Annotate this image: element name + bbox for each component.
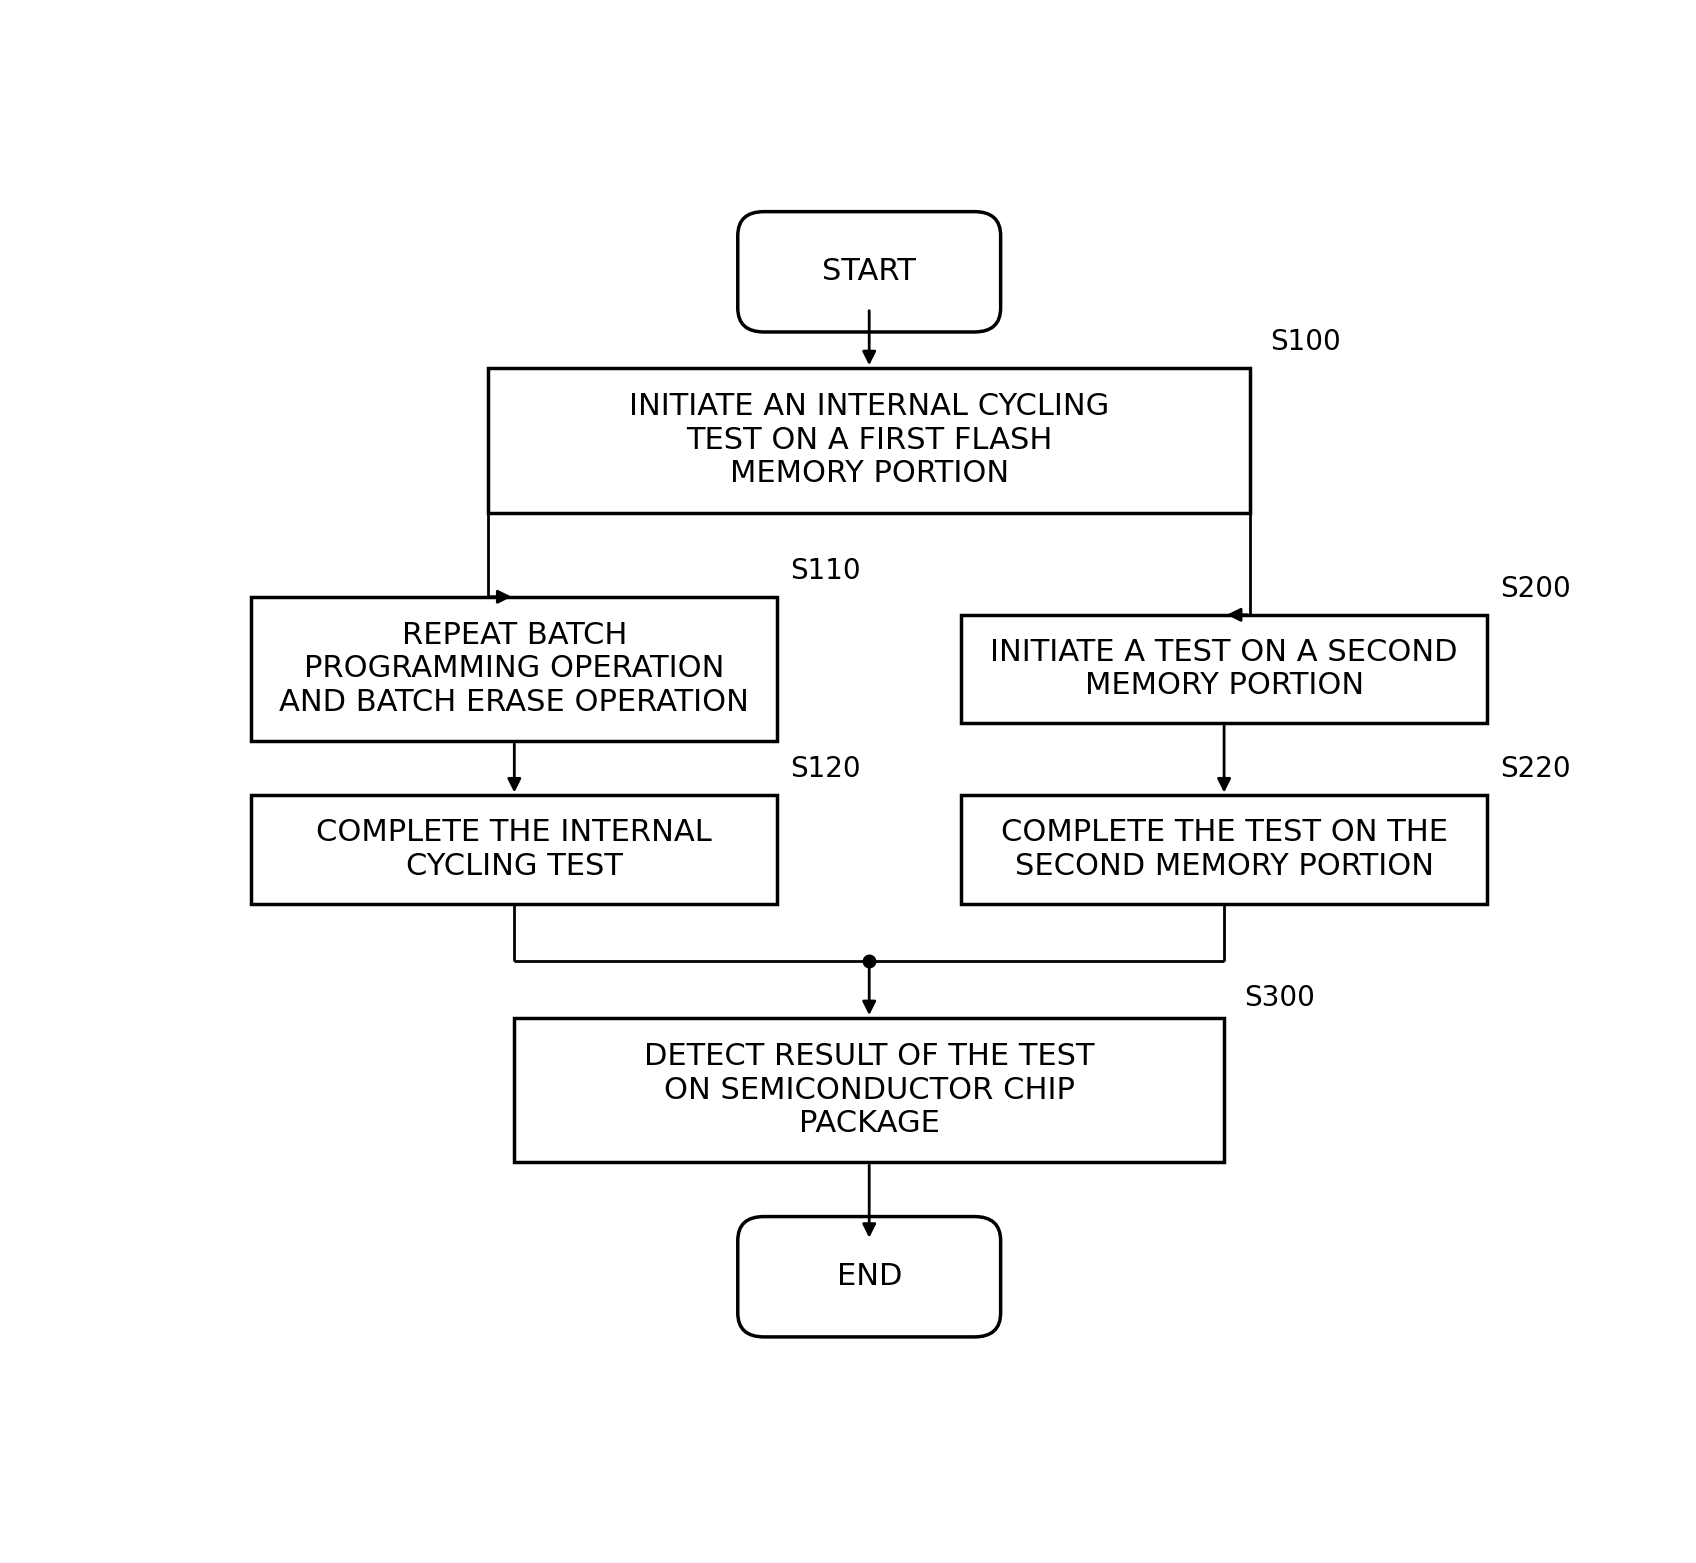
Text: START: START: [823, 258, 916, 286]
FancyBboxPatch shape: [738, 211, 1001, 331]
Text: S110: S110: [790, 556, 862, 585]
Text: END: END: [836, 1263, 902, 1291]
Text: REPEAT BATCH
PROGRAMMING OPERATION
AND BATCH ERASE OPERATION: REPEAT BATCH PROGRAMMING OPERATION AND B…: [280, 621, 750, 717]
FancyBboxPatch shape: [738, 1216, 1001, 1336]
FancyBboxPatch shape: [488, 369, 1250, 513]
Text: INITIATE AN INTERNAL CYCLING
TEST ON A FIRST FLASH
MEMORY PORTION: INITIATE AN INTERNAL CYCLING TEST ON A F…: [629, 392, 1109, 488]
Text: COMPLETE THE INTERNAL
CYCLING TEST: COMPLETE THE INTERNAL CYCLING TEST: [317, 817, 712, 882]
Text: DETECT RESULT OF THE TEST
ON SEMICONDUCTOR CHIP
PACKAGE: DETECT RESULT OF THE TEST ON SEMICONDUCT…: [644, 1043, 1094, 1138]
Text: S220: S220: [1501, 755, 1570, 783]
FancyBboxPatch shape: [251, 796, 777, 903]
FancyBboxPatch shape: [962, 796, 1487, 903]
FancyBboxPatch shape: [514, 1018, 1225, 1163]
Text: S100: S100: [1270, 328, 1342, 356]
Text: S120: S120: [790, 755, 862, 783]
FancyBboxPatch shape: [962, 614, 1487, 724]
Text: INITIATE A TEST ON A SECOND
MEMORY PORTION: INITIATE A TEST ON A SECOND MEMORY PORTI…: [990, 638, 1459, 700]
FancyBboxPatch shape: [251, 597, 777, 741]
Text: COMPLETE THE TEST ON THE
SECOND MEMORY PORTION: COMPLETE THE TEST ON THE SECOND MEMORY P…: [1001, 817, 1448, 882]
Text: S300: S300: [1243, 985, 1314, 1011]
Text: S200: S200: [1501, 575, 1570, 603]
